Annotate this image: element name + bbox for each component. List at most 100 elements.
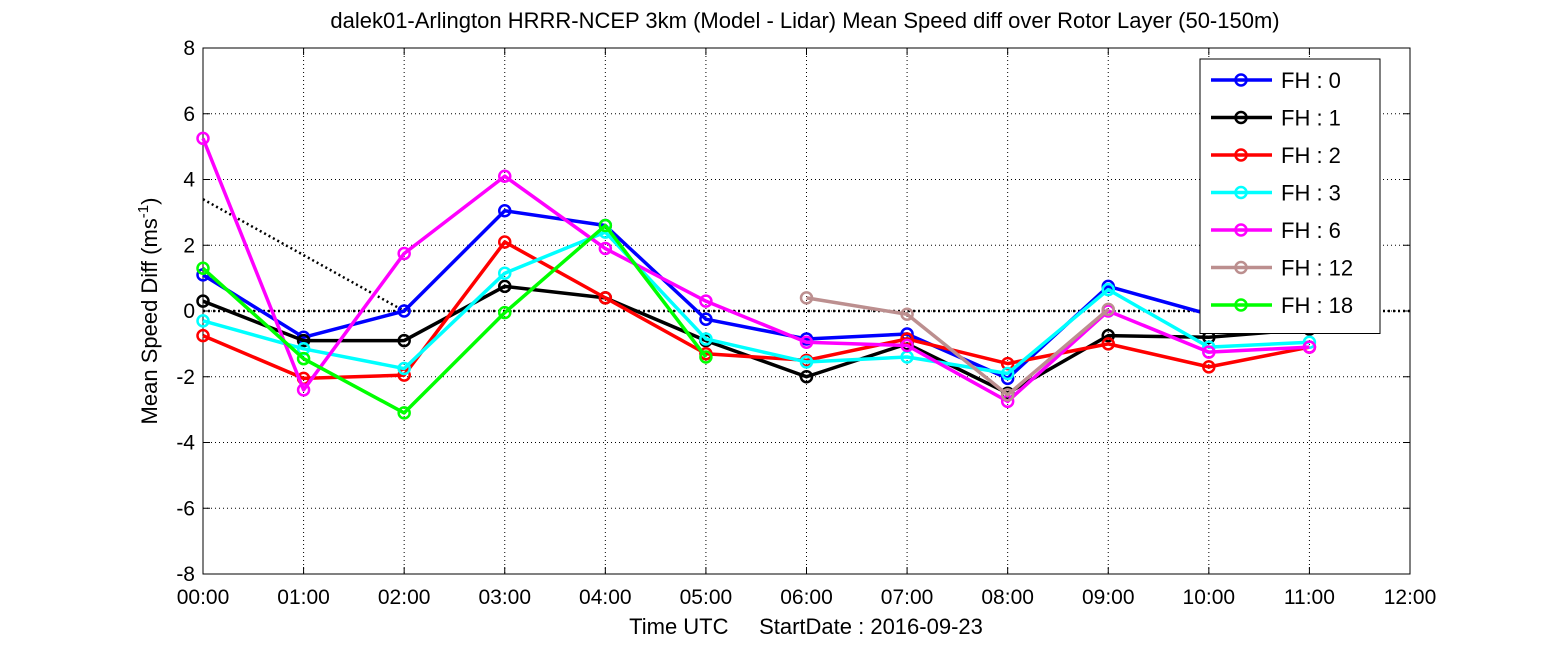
data-point (296, 383, 311, 397)
series-layer (196, 131, 1317, 420)
x-tick-label: 05:00 (680, 586, 733, 609)
x-axis-label: Time UTC StartDate : 2016-09-23 (629, 614, 983, 639)
data-point (1000, 366, 1015, 381)
legend-entry: FH : 6 (1211, 218, 1341, 243)
legend-entry: FH : 18 (1211, 293, 1353, 318)
y-tick-label: -6 (176, 497, 195, 520)
data-point (699, 294, 713, 308)
x-tick-label: 07:00 (881, 586, 934, 609)
data-point (498, 266, 512, 280)
legend-marker (1234, 185, 1248, 200)
series-line (202, 230, 1310, 376)
data-point (498, 169, 512, 183)
data-point (1101, 282, 1115, 297)
legend-entry: FH : 3 (1211, 181, 1341, 206)
legend-label: FH : 12 (1281, 256, 1353, 281)
legend-label: FH : 6 (1281, 218, 1341, 243)
data-point (1000, 388, 1015, 402)
data-point (196, 294, 210, 308)
y-tick-label: -2 (176, 366, 195, 389)
data-point (799, 291, 814, 305)
x-tick-label: 03:00 (478, 586, 531, 609)
series-line (806, 296, 1110, 397)
legend-marker (1234, 148, 1248, 162)
data-point (799, 335, 814, 349)
x-tick-label: 02:00 (378, 586, 431, 609)
x-tick-label: 04:00 (579, 586, 632, 609)
data-point (699, 332, 713, 346)
legend-marker (1234, 73, 1248, 87)
x-tick-label: 01:00 (277, 586, 330, 609)
x-tick-label: 09:00 (1082, 586, 1135, 609)
legend-entry: FH : 1 (1211, 106, 1341, 131)
legend-marker (1234, 110, 1248, 125)
series (799, 291, 1115, 402)
reference-line (202, 198, 405, 313)
data-point (799, 355, 814, 369)
legend-marker (1234, 260, 1248, 275)
y-tick-label: 0 (183, 300, 195, 323)
data-point (1202, 360, 1216, 374)
data-point (397, 361, 411, 376)
data-point (598, 241, 613, 256)
data-point (1101, 337, 1115, 351)
legend-marker (1234, 298, 1248, 312)
y-tick-label: -4 (176, 432, 195, 455)
series-line (201, 223, 708, 415)
data-point (397, 246, 411, 261)
data-point (296, 351, 311, 366)
data-point (296, 333, 311, 348)
data-point (1202, 345, 1216, 359)
x-tick-label: 10:00 (1183, 586, 1236, 609)
axis-ticks: 00:00 01:00 02:00 03:00 04:00 05:00 06:00 07:00… (176, 37, 1436, 609)
data-point (900, 307, 914, 322)
data-point (196, 314, 210, 328)
data-point (699, 312, 713, 326)
y-tick-label: -8 (176, 563, 195, 586)
legend-marker (1234, 223, 1248, 237)
legend-label: FH : 3 (1281, 181, 1341, 206)
legend-entry: FH : 12 (1211, 256, 1353, 281)
legend-label: FH : 2 (1281, 143, 1341, 168)
data-point (900, 338, 914, 353)
data-point (1302, 340, 1317, 354)
y-tick-label: 4 (183, 169, 195, 192)
legend-label: FH : 0 (1281, 68, 1341, 93)
data-point (196, 328, 210, 343)
data-point (598, 218, 613, 233)
series-line (201, 137, 1310, 404)
x-tick-label: 11:00 (1284, 586, 1335, 609)
data-point (397, 333, 411, 348)
data-point (598, 291, 613, 305)
y-tick-label: 2 (183, 234, 195, 257)
data-point (699, 350, 713, 364)
data-point (498, 305, 512, 320)
y-axis-label-close: ) (137, 198, 162, 205)
x-tick-label: 12:00 (1384, 586, 1437, 609)
data-point (498, 235, 512, 249)
x-tick-label: 06:00 (780, 586, 833, 609)
series-line (202, 208, 1310, 381)
legend-entry: FH : 2 (1211, 143, 1341, 168)
x-tick-label: 08:00 (981, 586, 1034, 609)
data-point (1101, 302, 1115, 317)
y-axis-label-main: Mean Speed Diff (ms (137, 218, 162, 424)
legend-label: FH : 18 (1281, 293, 1353, 318)
x-tick-label: 00:00 (177, 586, 230, 609)
legend-box (1199, 58, 1381, 334)
y-axis-label: Mean Speed Diff (ms-1) (135, 198, 162, 425)
series (196, 131, 1317, 409)
legend: FH : 0 FH : 1 FH : 2 FH : 3 FH : 6 FH : 12 FH … (1199, 58, 1381, 334)
data-point (498, 279, 512, 294)
data-point (498, 203, 512, 218)
y-axis-label-sup: -1 (135, 205, 152, 218)
data-point (196, 261, 210, 276)
data-point (397, 304, 411, 318)
legend-label: FH : 1 (1281, 106, 1341, 131)
data-point (196, 131, 210, 146)
series-line (202, 240, 1310, 381)
data-point (1101, 328, 1115, 343)
chart-title: dalek01-Arlington HRRR-NCEP 3km (Model -… (330, 8, 1279, 33)
data-point (799, 370, 814, 384)
